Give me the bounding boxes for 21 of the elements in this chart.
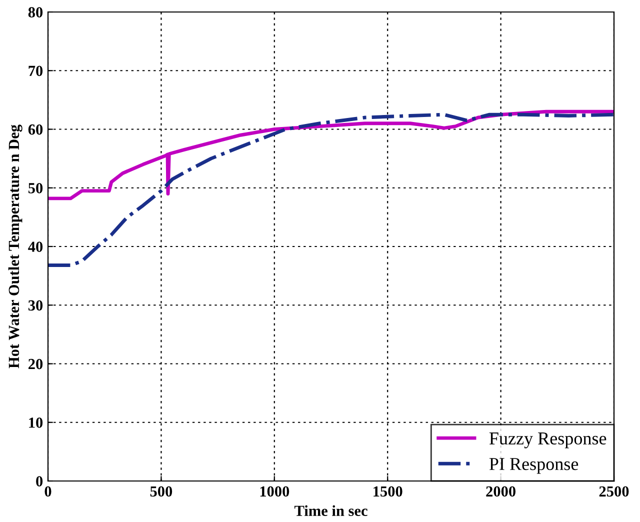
y-tick-label: 80 [28,7,43,18]
x-axis-title: Time in sec [294,505,368,516]
y-tick-label: 40 [28,242,43,252]
x-tick-label: 1000 [260,486,290,497]
y-tick-label: 60 [28,124,43,135]
y-tick-label: 20 [28,358,43,370]
y-tick-label: 70 [28,66,43,76]
x-tick-label: 2500 [599,486,629,497]
y-tick-label: 10 [29,418,43,428]
line-series [48,112,614,267]
legend-label: Fuzzy Response [489,432,606,448]
y-tick-label: 50 [28,183,43,194]
y-axis-title: Hot Water Outlet Temperature n Deg [8,124,22,368]
x-tick-label: 1500 [374,486,402,497]
x-tick-label: 500 [150,486,172,497]
line-series [48,110,614,200]
x-tick-label: 2000 [486,486,516,497]
legend-label: PI Response [489,458,578,474]
x-tick-label: 0 [44,486,52,497]
y-tick-label: 0 [36,476,43,486]
y-tick-label: 30 [28,300,43,311]
